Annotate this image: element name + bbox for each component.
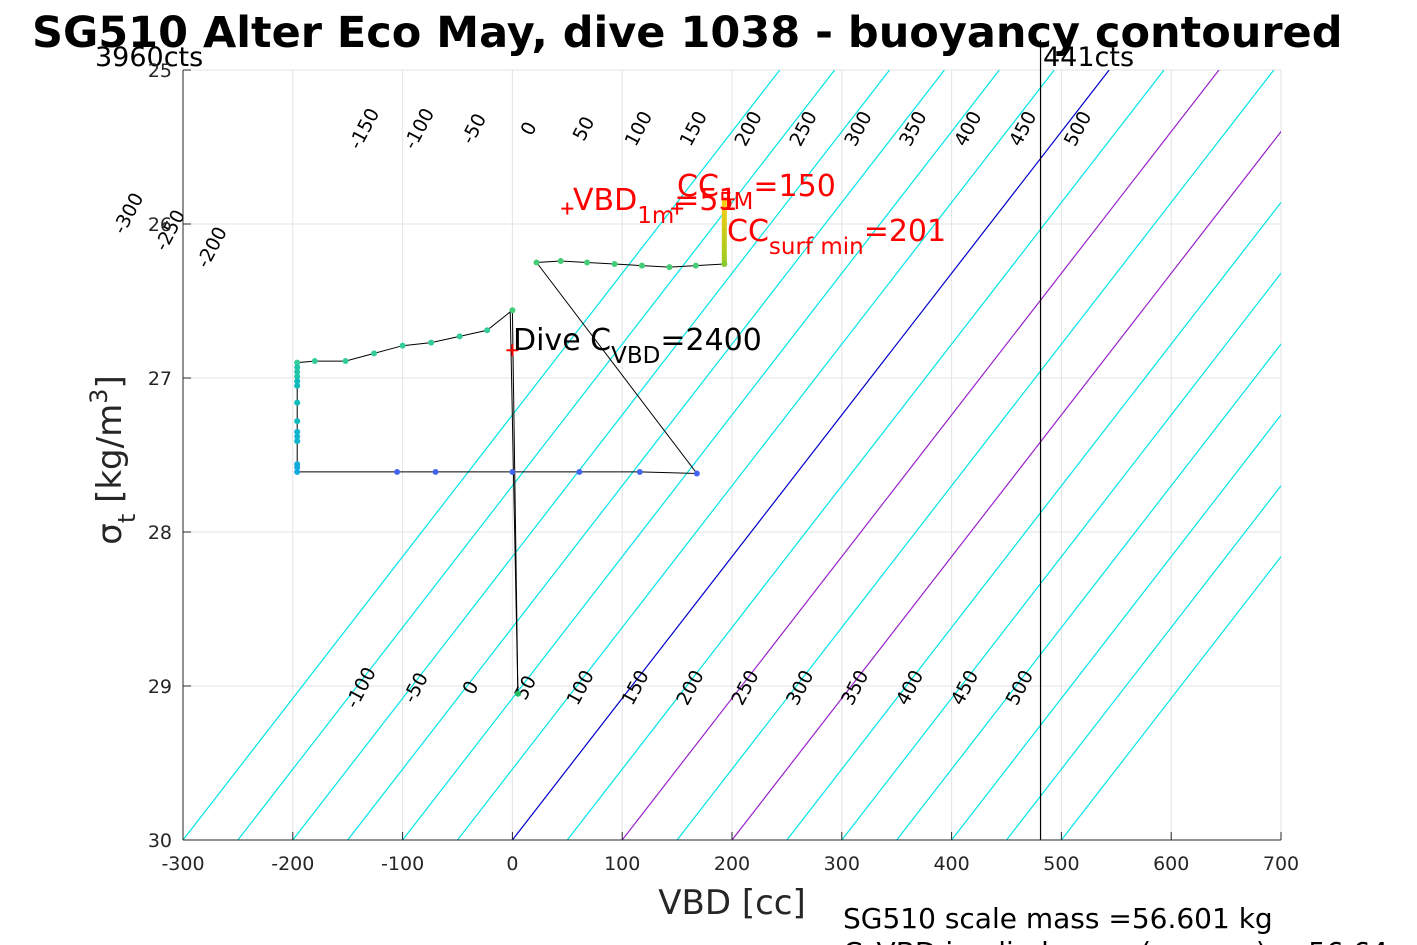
x-tick-label-9: 600 bbox=[1153, 853, 1189, 875]
data-point-29 bbox=[533, 259, 540, 266]
marker-2 bbox=[722, 193, 735, 206]
contour-line--100 bbox=[402, 70, 1000, 840]
trace-descent bbox=[509, 310, 519, 694]
data-point-5 bbox=[399, 342, 406, 349]
data-point-31 bbox=[584, 259, 591, 266]
y-tick-label-4: 29 bbox=[148, 676, 172, 698]
contour-line--150 bbox=[347, 70, 945, 840]
x-tick-label-4: 100 bbox=[604, 853, 640, 875]
counts-right-label: 441cts bbox=[1043, 42, 1134, 73]
contour-line-450 bbox=[1006, 484, 1281, 840]
data-point-30 bbox=[557, 257, 564, 264]
data-point-24 bbox=[432, 468, 439, 475]
data-point-7 bbox=[342, 358, 349, 365]
data-point-19 bbox=[294, 438, 301, 445]
annotation-cc-5m: CC5M=150 bbox=[677, 169, 836, 215]
y-axis-label: σt [kg/m3] bbox=[85, 375, 141, 544]
data-point-18 bbox=[294, 433, 301, 440]
contour-line--50 bbox=[457, 70, 1055, 840]
counts-left-label: 3960cts bbox=[95, 42, 203, 73]
data-point-23 bbox=[394, 468, 401, 475]
data-point-35 bbox=[692, 262, 699, 269]
contour-line-200 bbox=[731, 130, 1281, 840]
y-tick-label-3: 28 bbox=[148, 522, 172, 544]
data-point-32 bbox=[611, 261, 618, 268]
data-point-2 bbox=[484, 327, 491, 334]
x-tick-label-2: -100 bbox=[381, 853, 424, 875]
data-points bbox=[294, 257, 728, 697]
footer-implied-mass: C_VBD implied mass (anopen) = 56.64 bbox=[843, 936, 1388, 945]
x-axis-label: VBD [cc] bbox=[658, 883, 806, 923]
marker-3 bbox=[506, 344, 519, 357]
x-tick-label-3: 0 bbox=[506, 853, 518, 875]
data-point-36 bbox=[721, 261, 728, 268]
data-point-34 bbox=[666, 264, 673, 271]
contour-line-50 bbox=[566, 70, 1165, 840]
contour-line--200 bbox=[292, 70, 891, 840]
svg-text:σt [kg/m3]: σt [kg/m3] bbox=[85, 375, 141, 544]
contour-line-100 bbox=[621, 70, 1220, 840]
x-tick-label-5: 200 bbox=[714, 853, 750, 875]
y-tick-label-2: 27 bbox=[148, 368, 172, 390]
chart-title: SG510 Alter Eco May, dive 1038 - buoyanc… bbox=[32, 8, 1343, 58]
axes: -300 -200 -100 0 100 200 300 400 500 600 700 25 26 27… bbox=[148, 60, 1299, 875]
annotation-dive-c-vbd: Dive CVBD=2400 bbox=[513, 323, 762, 369]
data-point-33 bbox=[638, 262, 645, 269]
x-tick-label-1: -200 bbox=[271, 853, 314, 875]
data-point-10 bbox=[294, 364, 301, 371]
data-point-1 bbox=[509, 307, 516, 314]
data-point-0 bbox=[514, 690, 521, 697]
y-tick-label-5: 30 bbox=[148, 830, 172, 852]
data-point-9 bbox=[294, 359, 301, 366]
x-tick-label-6: 300 bbox=[824, 853, 860, 875]
annotation-cc-surf-min: CCsurf min=201 bbox=[727, 214, 946, 260]
y-tick-label-1: 26 bbox=[148, 214, 172, 236]
contour-line-500 bbox=[1060, 555, 1281, 840]
contour-line-250 bbox=[786, 201, 1281, 840]
data-point-15 bbox=[294, 399, 301, 406]
data-point-3 bbox=[456, 333, 463, 340]
contour-line-0 bbox=[511, 70, 1110, 840]
data-point-28 bbox=[693, 470, 700, 477]
annotation-vbd-1m: VBD1m=51 bbox=[573, 183, 738, 229]
contour-line-150 bbox=[676, 70, 1275, 840]
marker-0 bbox=[561, 202, 574, 215]
data-point-17 bbox=[294, 428, 301, 435]
data-point-22 bbox=[294, 468, 301, 475]
data-point-16 bbox=[294, 418, 301, 425]
contour-line--300 bbox=[183, 70, 781, 840]
data-point-14 bbox=[294, 382, 301, 389]
data-point-4 bbox=[428, 339, 435, 346]
data-point-21 bbox=[294, 464, 301, 471]
contour-line-350 bbox=[896, 343, 1281, 840]
markers bbox=[506, 193, 735, 357]
contour-line-400 bbox=[951, 413, 1281, 840]
data-point-12 bbox=[294, 373, 301, 380]
marker-1 bbox=[671, 202, 684, 215]
y-tick-label-0: 25 bbox=[148, 60, 172, 82]
x-tick-label-8: 500 bbox=[1043, 853, 1079, 875]
contour-line-300 bbox=[841, 272, 1281, 840]
data-point-13 bbox=[294, 378, 301, 385]
contour-label-top-0: -300 bbox=[109, 189, 149, 237]
data-point-8 bbox=[311, 358, 318, 365]
data-point-26 bbox=[576, 468, 583, 475]
x-tick-label-10: 700 bbox=[1263, 853, 1299, 875]
data-point-11 bbox=[294, 368, 301, 375]
footer-scale-mass: SG510 scale mass =56.601 kg bbox=[843, 902, 1273, 935]
data-point-6 bbox=[371, 350, 378, 357]
data-point-27 bbox=[636, 468, 643, 475]
buoyancy-contours bbox=[183, 70, 1281, 840]
data-point-25 bbox=[509, 468, 516, 475]
x-tick-label-7: 400 bbox=[933, 853, 969, 875]
contour-line--250 bbox=[237, 70, 836, 840]
x-tick-label-0: -300 bbox=[161, 853, 204, 875]
surface-segment bbox=[721, 199, 727, 265]
